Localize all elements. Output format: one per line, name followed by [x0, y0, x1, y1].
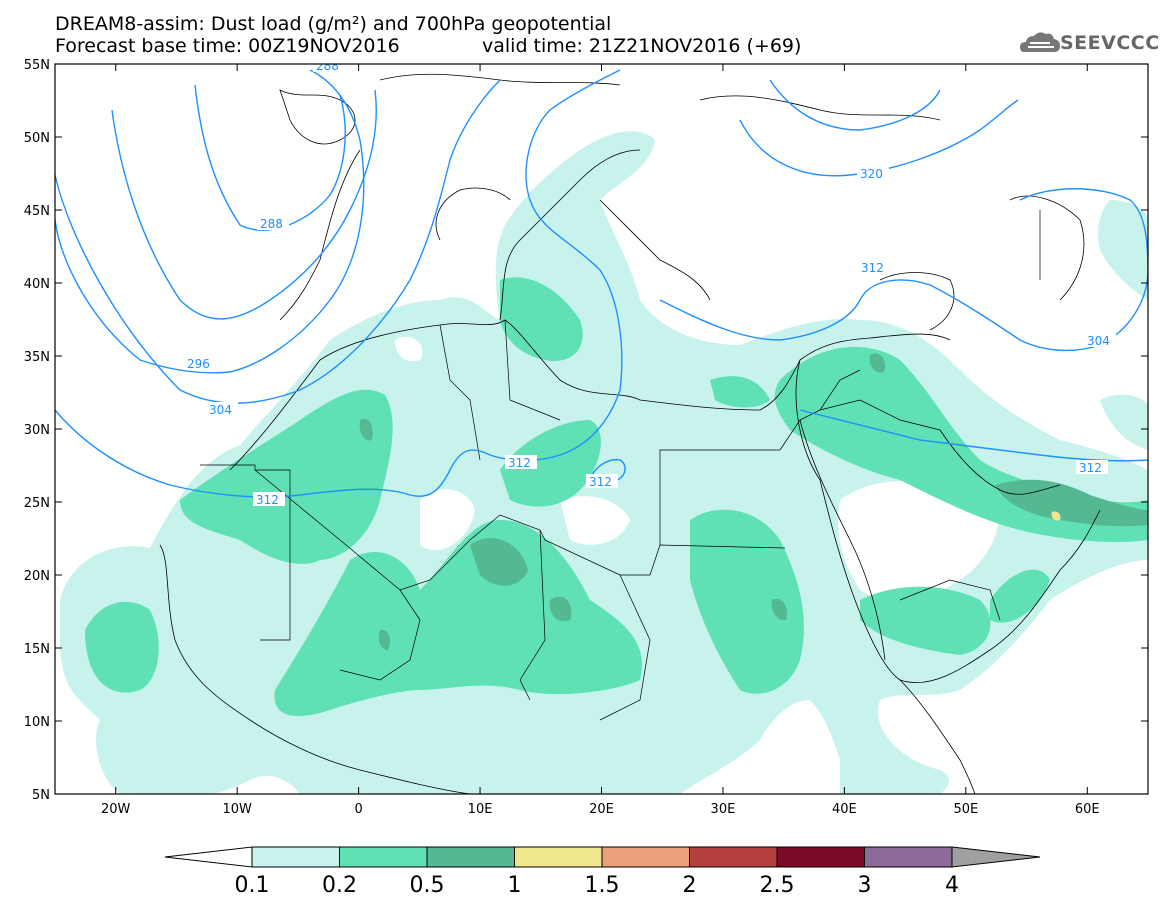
y-tick-label: 30N [24, 423, 50, 438]
contour-label: 288 [260, 217, 283, 231]
y-tick-label: 45N [24, 204, 50, 219]
colorbar-label: 0.1 [235, 873, 270, 898]
colorbar-label: 4 [945, 873, 959, 898]
contour-label: 312 [256, 493, 279, 507]
colorbar-label: 2 [683, 873, 697, 898]
colorbar: 0.1 0.2 0.5 1 1.5 2 2.5 3 4 [164, 846, 1041, 898]
dust-load-shading: 288 296 304 312 312 312 320 312 304 312 … [55, 59, 1148, 794]
map-title: DREAM8-assim: Dust load (g/m²) and 700hP… [55, 13, 612, 35]
forecast-base-time: Forecast base time: 00Z19NOV2016 [55, 35, 400, 57]
colorbar-label: 0.2 [322, 873, 357, 898]
y-tick-label: 10N [24, 715, 50, 730]
country-borders [200, 210, 1041, 721]
x-tick-label: 30E [711, 802, 736, 817]
x-tick-label: 10W [222, 802, 252, 817]
y-tick-label: 5N [32, 788, 50, 803]
x-tick-label: 40E [832, 802, 857, 817]
x-tick-label: 50E [953, 802, 978, 817]
dust-level-1 [1051, 511, 1061, 521]
colorbar-box [689, 846, 778, 868]
logo-text: SEEVCCC [1060, 32, 1160, 54]
contour-label: 312 [508, 456, 531, 470]
colorbar-label: 0.5 [410, 873, 445, 898]
contour-label: 312 [589, 475, 612, 489]
x-tick-label: 20W [101, 802, 131, 817]
colorbar-box [251, 846, 340, 868]
y-tick-label: 15N [24, 642, 50, 657]
colorbar-high-end [951, 846, 1041, 868]
valid-time: valid time: 21Z21NOV2016 (+69) [482, 35, 802, 57]
contour-label: 296 [187, 357, 210, 371]
y-tick-label: 40N [24, 277, 50, 292]
colorbar-label: 1.5 [585, 873, 620, 898]
cloud-icon [1020, 32, 1060, 52]
y-tick-label: 55N [24, 58, 50, 73]
colorbar-box [601, 846, 690, 868]
x-tick-label: 60E [1075, 802, 1100, 817]
axis-ticks: 20W 10W 0 10E 20E 30E 40E 50E 60E 55N 50N 45N 40N 35N… [24, 58, 1148, 817]
colorbar-label: 1 [508, 873, 522, 898]
y-tick-label: 25N [24, 496, 50, 511]
contour-label: 288 [316, 59, 339, 73]
y-tick-label: 50N [24, 131, 50, 146]
colorbar-low-end [164, 846, 253, 868]
contour-label: 304 [209, 403, 232, 417]
colorbar-box [339, 846, 428, 868]
y-tick-label: 35N [24, 350, 50, 365]
y-tick-label: 20N [24, 569, 50, 584]
contour-label: 320 [860, 167, 883, 181]
colorbar-label: 3 [858, 873, 872, 898]
contour-label: 312 [861, 261, 884, 275]
colorbar-box [776, 846, 865, 868]
contour-labels: 288 296 304 312 312 312 320 312 304 312 … [184, 59, 1116, 507]
colorbar-box [864, 846, 953, 868]
colorbar-label: 2.5 [760, 873, 795, 898]
x-tick-label: 20E [589, 802, 614, 817]
colorbar-box [514, 846, 603, 868]
contour-label: 304 [1087, 334, 1110, 348]
dust-level-0-5 [359, 353, 1148, 650]
colorbar-box [426, 846, 515, 868]
x-tick-label: 10E [468, 802, 493, 817]
x-tick-label: 0 [354, 802, 362, 817]
contour-label: 312 [1079, 461, 1102, 475]
